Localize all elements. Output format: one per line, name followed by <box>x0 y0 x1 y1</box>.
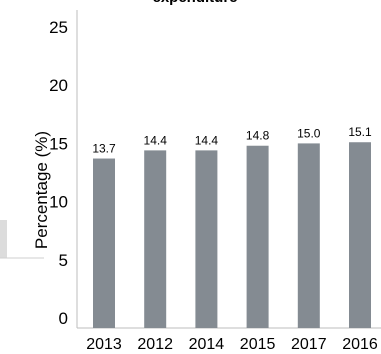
x-tick-label: 2012 <box>137 336 173 353</box>
y-tick-label: 10 <box>49 193 68 212</box>
bar <box>144 150 167 328</box>
data-label: 13.7 <box>92 142 116 156</box>
y-tick-label: 15 <box>49 134 68 153</box>
left-edge-artifact <box>0 220 7 258</box>
y-tick-label: 5 <box>59 251 68 270</box>
bar <box>349 142 371 328</box>
data-label: 14.8 <box>246 129 270 143</box>
data-label: 15.0 <box>297 126 321 140</box>
y-tick-labels: 0 5 10 15 20 25 <box>49 18 68 328</box>
y-tick-label: 25 <box>49 18 68 37</box>
x-tick-label: 2016 <box>342 336 378 353</box>
x-tick-label: 2015 <box>240 336 276 353</box>
data-label: 14.4 <box>144 133 168 147</box>
x-tick-labels: 2013 2012 2014 2015 2017 2016 <box>86 336 378 353</box>
data-label: 14.4 <box>195 133 219 147</box>
x-tick-label: 2017 <box>291 336 327 353</box>
bar <box>195 150 218 328</box>
bar <box>93 158 115 328</box>
y-axis-label: Percentage (%) <box>32 131 51 249</box>
x-tick-label: 2014 <box>189 336 225 353</box>
bars <box>93 142 371 328</box>
bar <box>246 145 269 328</box>
chart-title: expenditure <box>152 0 237 6</box>
y-tick-label: 0 <box>59 309 68 328</box>
y-tick-label: 20 <box>49 76 68 95</box>
x-tick-label: 2013 <box>86 336 122 353</box>
bar <box>297 143 320 328</box>
data-labels: 13.7 14.4 14.4 14.8 15.0 15.1 <box>92 125 372 155</box>
data-label: 15.1 <box>348 125 372 139</box>
